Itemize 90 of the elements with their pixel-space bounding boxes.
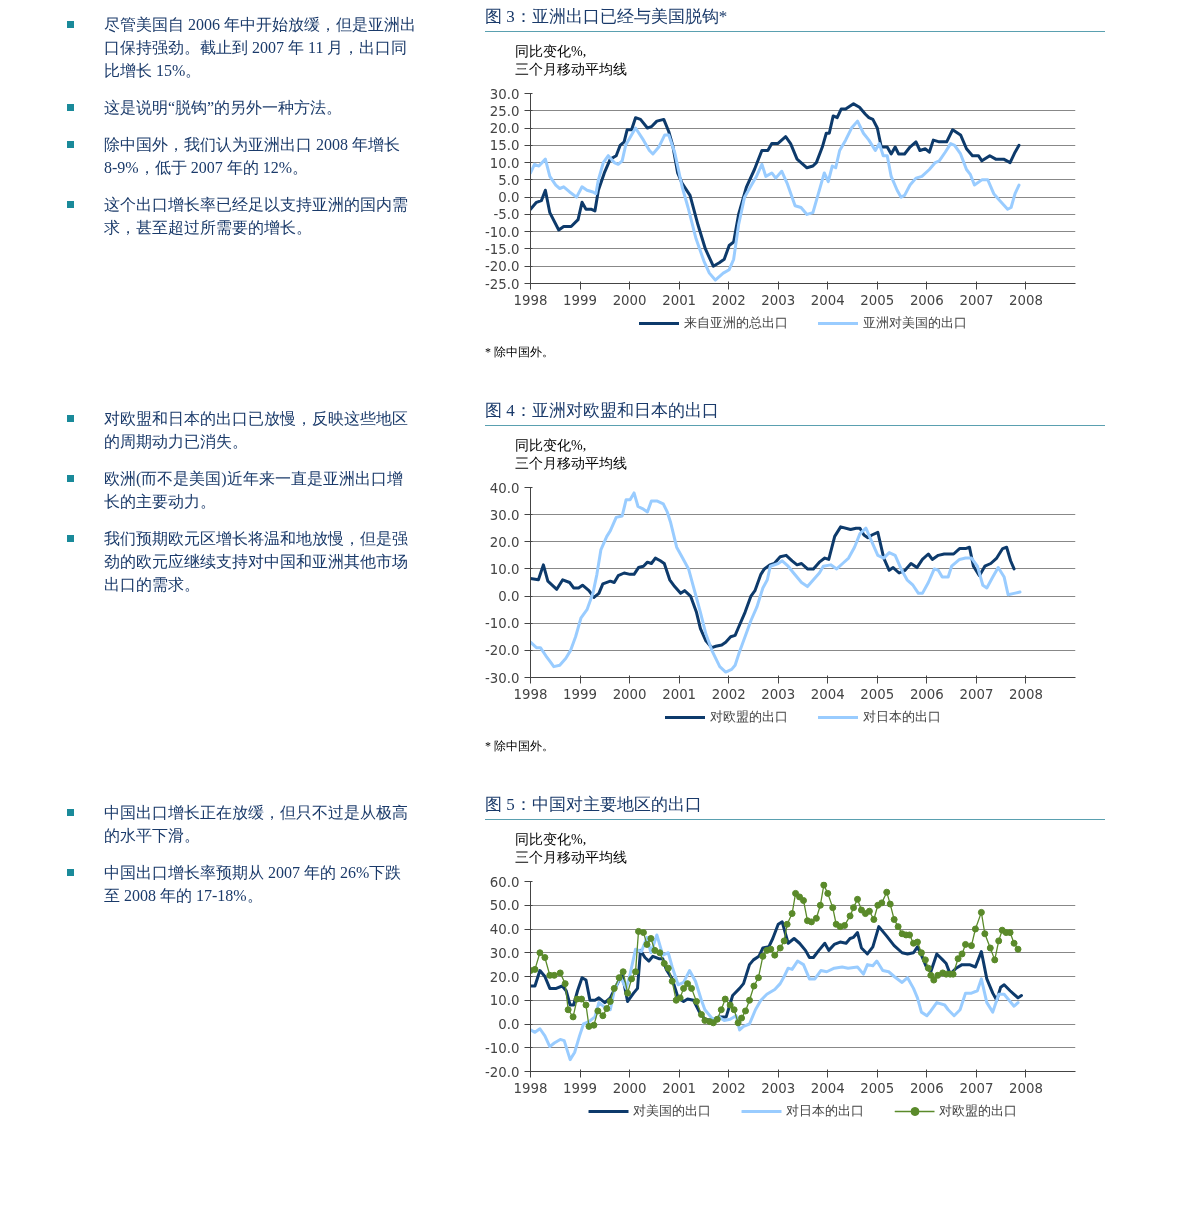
- text: * 除中国外。: [485, 344, 554, 361]
- x-tick-label: 1999: [563, 292, 598, 308]
- x-tick-label: 2001: [662, 1080, 697, 1096]
- legend-label: 对日本的出口: [862, 708, 941, 726]
- x-tick-label: 2005: [860, 686, 895, 702]
- x-tick-label: 2008: [1008, 292, 1043, 308]
- text: 欧洲(而不是美国)近年来一直是亚洲出口增长的主要动力。: [104, 469, 404, 512]
- y-tick-label: 10.0: [489, 561, 520, 577]
- text: 这是说明“脱钩”的另外一种方法。: [104, 98, 343, 118]
- y-tick-label: 30.0: [489, 945, 520, 961]
- y-tick-label: -20.0: [485, 643, 520, 659]
- x-tick-label: 2000: [612, 1080, 647, 1096]
- text: 尽管美国自 2006 年中开始放缓，但是亚洲出口保持强劲。截止到 2007 年 11 月，出口同比增长 15%。: [104, 15, 417, 81]
- x-tick-label: 1998: [513, 292, 548, 308]
- y-tick-label: 30.0: [489, 86, 520, 102]
- x-tick-label: 1999: [563, 686, 598, 702]
- x-tick-label: 2007: [959, 686, 994, 702]
- y-tick-label: 10.0: [489, 155, 520, 171]
- x-tick-label: 2003: [761, 292, 796, 308]
- chart-subtitle: 同比变化%, 三个月移动平均线: [515, 437, 627, 473]
- x-tick-label: 2004: [810, 1080, 845, 1096]
- x-tick-label: 2008: [1008, 1080, 1043, 1096]
- y-tick-label: 10.0: [489, 993, 520, 1009]
- x-tick-label: 2005: [860, 1080, 895, 1096]
- chart-subtitle: 同比变化%, 三个月移动平均线: [515, 43, 627, 79]
- line-series: [530, 525, 1016, 650]
- chart-subtitle: 同比变化%, 三个月移动平均线: [515, 831, 627, 867]
- x-tick-label: 1999: [563, 1080, 598, 1096]
- x-tick-label: 1998: [513, 686, 548, 702]
- x-tick-label: 2006: [909, 292, 944, 308]
- y-tick-label: -10.0: [485, 616, 520, 632]
- chart-title: 图 5：中国对主要地区的出口: [485, 793, 1105, 821]
- y-tick-label: 0.0: [498, 190, 520, 206]
- y-tick-label: -30.0: [485, 670, 520, 686]
- x-tick-label: 1998: [513, 1080, 548, 1096]
- x-tick-label: 2007: [959, 292, 994, 308]
- x-tick-label: 2003: [761, 686, 796, 702]
- legend-label: 对欧盟的出口: [709, 708, 788, 726]
- legend-label: 对欧盟的出口: [939, 1102, 1017, 1120]
- x-tick-label: 2004: [810, 686, 845, 702]
- text: 除中国外，我们认为亚洲出口 2008 年增长 8-9%，低于 2007 年的 12%。: [104, 135, 401, 178]
- y-tick-label: 60.0: [489, 874, 520, 890]
- y-tick-label: 40.0: [489, 922, 520, 937]
- legend-label: 对日本的出口: [786, 1102, 864, 1120]
- x-tick-label: 2007: [959, 1080, 994, 1096]
- text: 中国出口增长正在放缓，但只不过是从极高的水平下滑。: [104, 803, 409, 846]
- y-tick-label: -20.0: [485, 1064, 520, 1080]
- y-tick-label: 0.0: [498, 1017, 520, 1032]
- y-tick-label: 30.0: [489, 507, 520, 523]
- x-tick-label: 2000: [612, 292, 647, 308]
- text: 中国出口增长率预期从 2007 年的 26%下跌至 2008 年的 17-18%。: [104, 863, 403, 906]
- y-tick-label: 25.0: [489, 103, 520, 119]
- x-tick-label: 2002: [711, 292, 746, 308]
- line-series: [530, 102, 1021, 268]
- legend-label: 来自亚洲的总出口: [683, 314, 788, 332]
- x-tick-label: 2002: [711, 1080, 746, 1096]
- y-tick-label: -15.0: [485, 241, 520, 257]
- legend-label: 对美国的出口: [633, 1102, 711, 1120]
- x-tick-label: 2003: [761, 1080, 796, 1096]
- text: 这个出口增长率已经足以支持亚洲的国内需求，甚至超过所需要的增长。: [104, 195, 409, 238]
- y-tick-label: -10.0: [485, 224, 520, 240]
- legend-label: 亚洲对美国的出口: [862, 314, 967, 332]
- x-tick-label: 2000: [612, 686, 647, 702]
- y-tick-label: 15.0: [489, 138, 520, 154]
- y-tick-label: -10.0: [485, 1040, 520, 1056]
- x-tick-label: 2004: [810, 292, 845, 308]
- x-tick-label: 2002: [711, 686, 746, 702]
- x-tick-label: 2001: [662, 686, 697, 702]
- y-tick-label: 20.0: [489, 534, 520, 550]
- x-tick-label: 2006: [909, 686, 944, 702]
- y-tick-label: 20.0: [489, 121, 520, 137]
- line-series: [530, 491, 1022, 674]
- x-tick-label: 2008: [1008, 686, 1043, 702]
- y-tick-label: -25.0: [485, 276, 520, 292]
- x-tick-label: 2001: [662, 292, 697, 308]
- y-tick-label: -5.0: [493, 207, 520, 223]
- chart-title: 图 4：亚洲对欧盟和日本的出口: [485, 399, 1105, 427]
- y-tick-label: 0.0: [498, 589, 520, 605]
- text: 我们预期欧元区增长将温和地放慢，但是强劲的欧元应继续支持对中国和亚洲其他市场出口的需求。: [104, 529, 409, 595]
- text: * 除中国外。: [485, 738, 554, 755]
- y-tick-label: 5.0: [498, 172, 520, 188]
- line-series: [530, 119, 1021, 282]
- x-tick-label: 2005: [860, 292, 895, 308]
- y-tick-label: 20.0: [489, 969, 520, 985]
- y-tick-label: 40.0: [489, 480, 520, 496]
- y-tick-label: -20.0: [485, 259, 520, 275]
- chart-title: 图 3：亚洲出口已经与美国脱钩*: [485, 5, 1105, 33]
- x-tick-label: 2006: [909, 1080, 944, 1096]
- text: 对欧盟和日本的出口已放慢，反映这些地区的周期动力已消失。: [104, 409, 409, 452]
- y-tick-label: 50.0: [489, 898, 520, 914]
